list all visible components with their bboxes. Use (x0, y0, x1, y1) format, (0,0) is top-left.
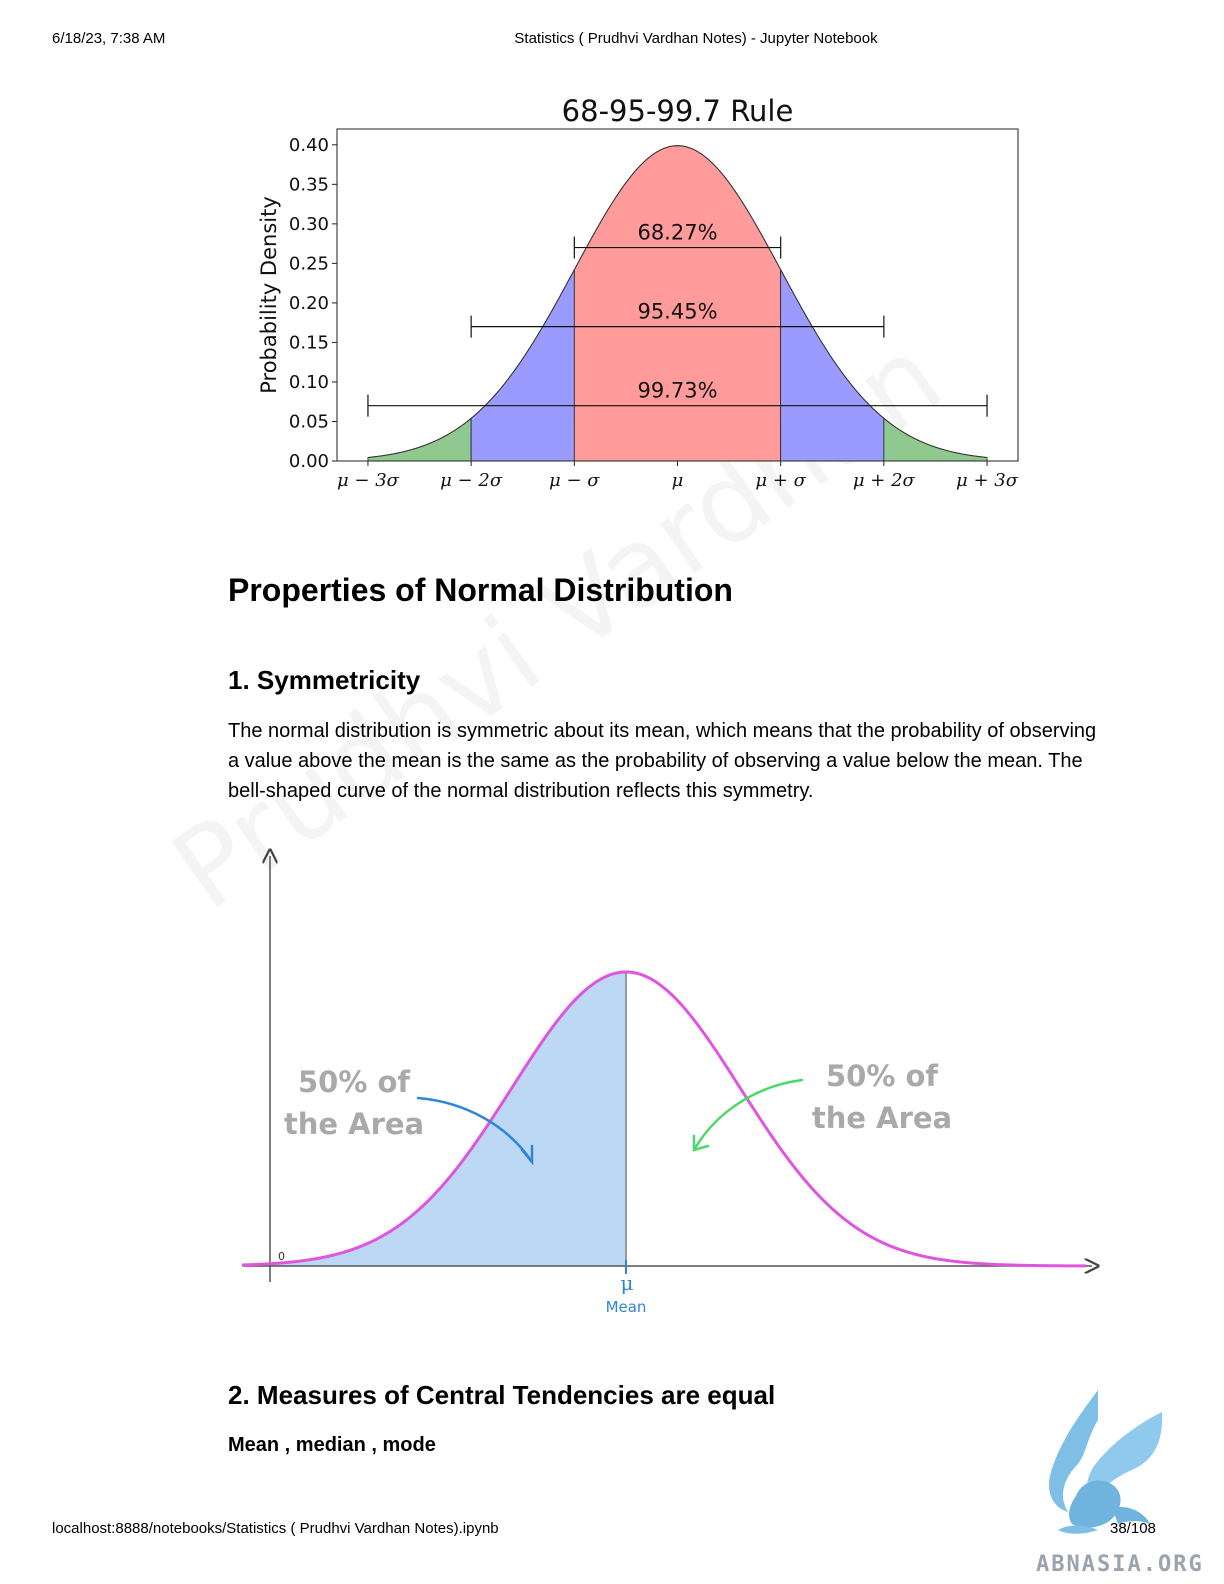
interval-label: 99.73% (637, 379, 717, 403)
bell-curve (241, 970, 1086, 1268)
interval-label: 68.27% (637, 221, 717, 245)
y-tick-label: 0.00 (289, 451, 329, 472)
y-tick-label: 0.05 (289, 411, 329, 432)
section-heading: Properties of Normal Distribution (228, 572, 733, 608)
x-tick-label: μ − σ (549, 470, 600, 491)
band-0 (367, 417, 472, 462)
left-area-label-line2: the Area (284, 1107, 424, 1141)
x-tick-label: μ − 2σ (440, 470, 503, 491)
left-half-fill (271, 972, 626, 1266)
footer-page-number: 38/108 (1110, 1520, 1156, 1537)
symmetry-figure: 50% of the Area 50% of the Area 0 μ Mean (241, 840, 1106, 1316)
y-tick-label: 0.40 (289, 135, 329, 156)
mean-median-mode: Mean , median , mode (228, 1434, 436, 1456)
rule-chart: 0.00 0.05 0.10 0.15 0.20 0.25 0.30 0.35 0.40 μ − … (257, 94, 1019, 491)
normal-curve (367, 145, 988, 458)
y-tick-label: 0.15 (289, 332, 329, 353)
symmetry-paragraph: The normal distribution is symmetric abo… (228, 720, 1097, 802)
left-arrowhead-icon (520, 1144, 534, 1166)
subheading-central-tendencies: 2. Measures of Central Tendencies are eq… (228, 1380, 776, 1410)
y-tick-label: 0.35 (289, 174, 329, 195)
right-area-label-line2: the Area (812, 1101, 952, 1135)
griffin-logo (1048, 1390, 1163, 1534)
x-tick-label: μ − 3σ (337, 470, 400, 491)
left-area-label-line1: 50% of (298, 1065, 410, 1099)
right-arrowhead-icon (692, 1134, 710, 1152)
header-title: Statistics ( Prudhvi Vardhan Notes) - Ju… (514, 30, 878, 47)
y-axis-label: Probability Density (257, 196, 281, 394)
chart-title: 68-95-99.7 Rule (562, 94, 794, 128)
right-area-label-line1: 50% of (826, 1059, 938, 1093)
band-4 (883, 417, 988, 462)
y-tick-label: 0.25 (289, 253, 329, 274)
right-arrow-icon (692, 1078, 804, 1152)
mu-label: μ (621, 1271, 634, 1295)
y-tick-label: 0.20 (289, 293, 329, 314)
header-datetime: 6/18/23, 7:38 AM (52, 30, 166, 47)
x-tick-label: μ (672, 470, 684, 491)
mean-label: Mean (606, 1298, 647, 1316)
subheading-symmetricity: 1. Symmetricity (228, 665, 421, 695)
y-tick-label: 0.30 (289, 214, 329, 235)
footer-url: localhost:8888/notebooks/Statistics ( Pr… (52, 1520, 499, 1537)
x-tick-label: μ + 2σ (853, 470, 916, 491)
x-tick-label: μ + σ (755, 470, 806, 491)
interval-label: 95.45% (637, 300, 717, 324)
x-tick-label: μ + 3σ (956, 470, 1019, 491)
logo-text: ABNASIA.ORG (1036, 1552, 1204, 1577)
y-tick-label: 0.10 (289, 372, 329, 393)
origin-label: 0 (278, 1250, 285, 1263)
